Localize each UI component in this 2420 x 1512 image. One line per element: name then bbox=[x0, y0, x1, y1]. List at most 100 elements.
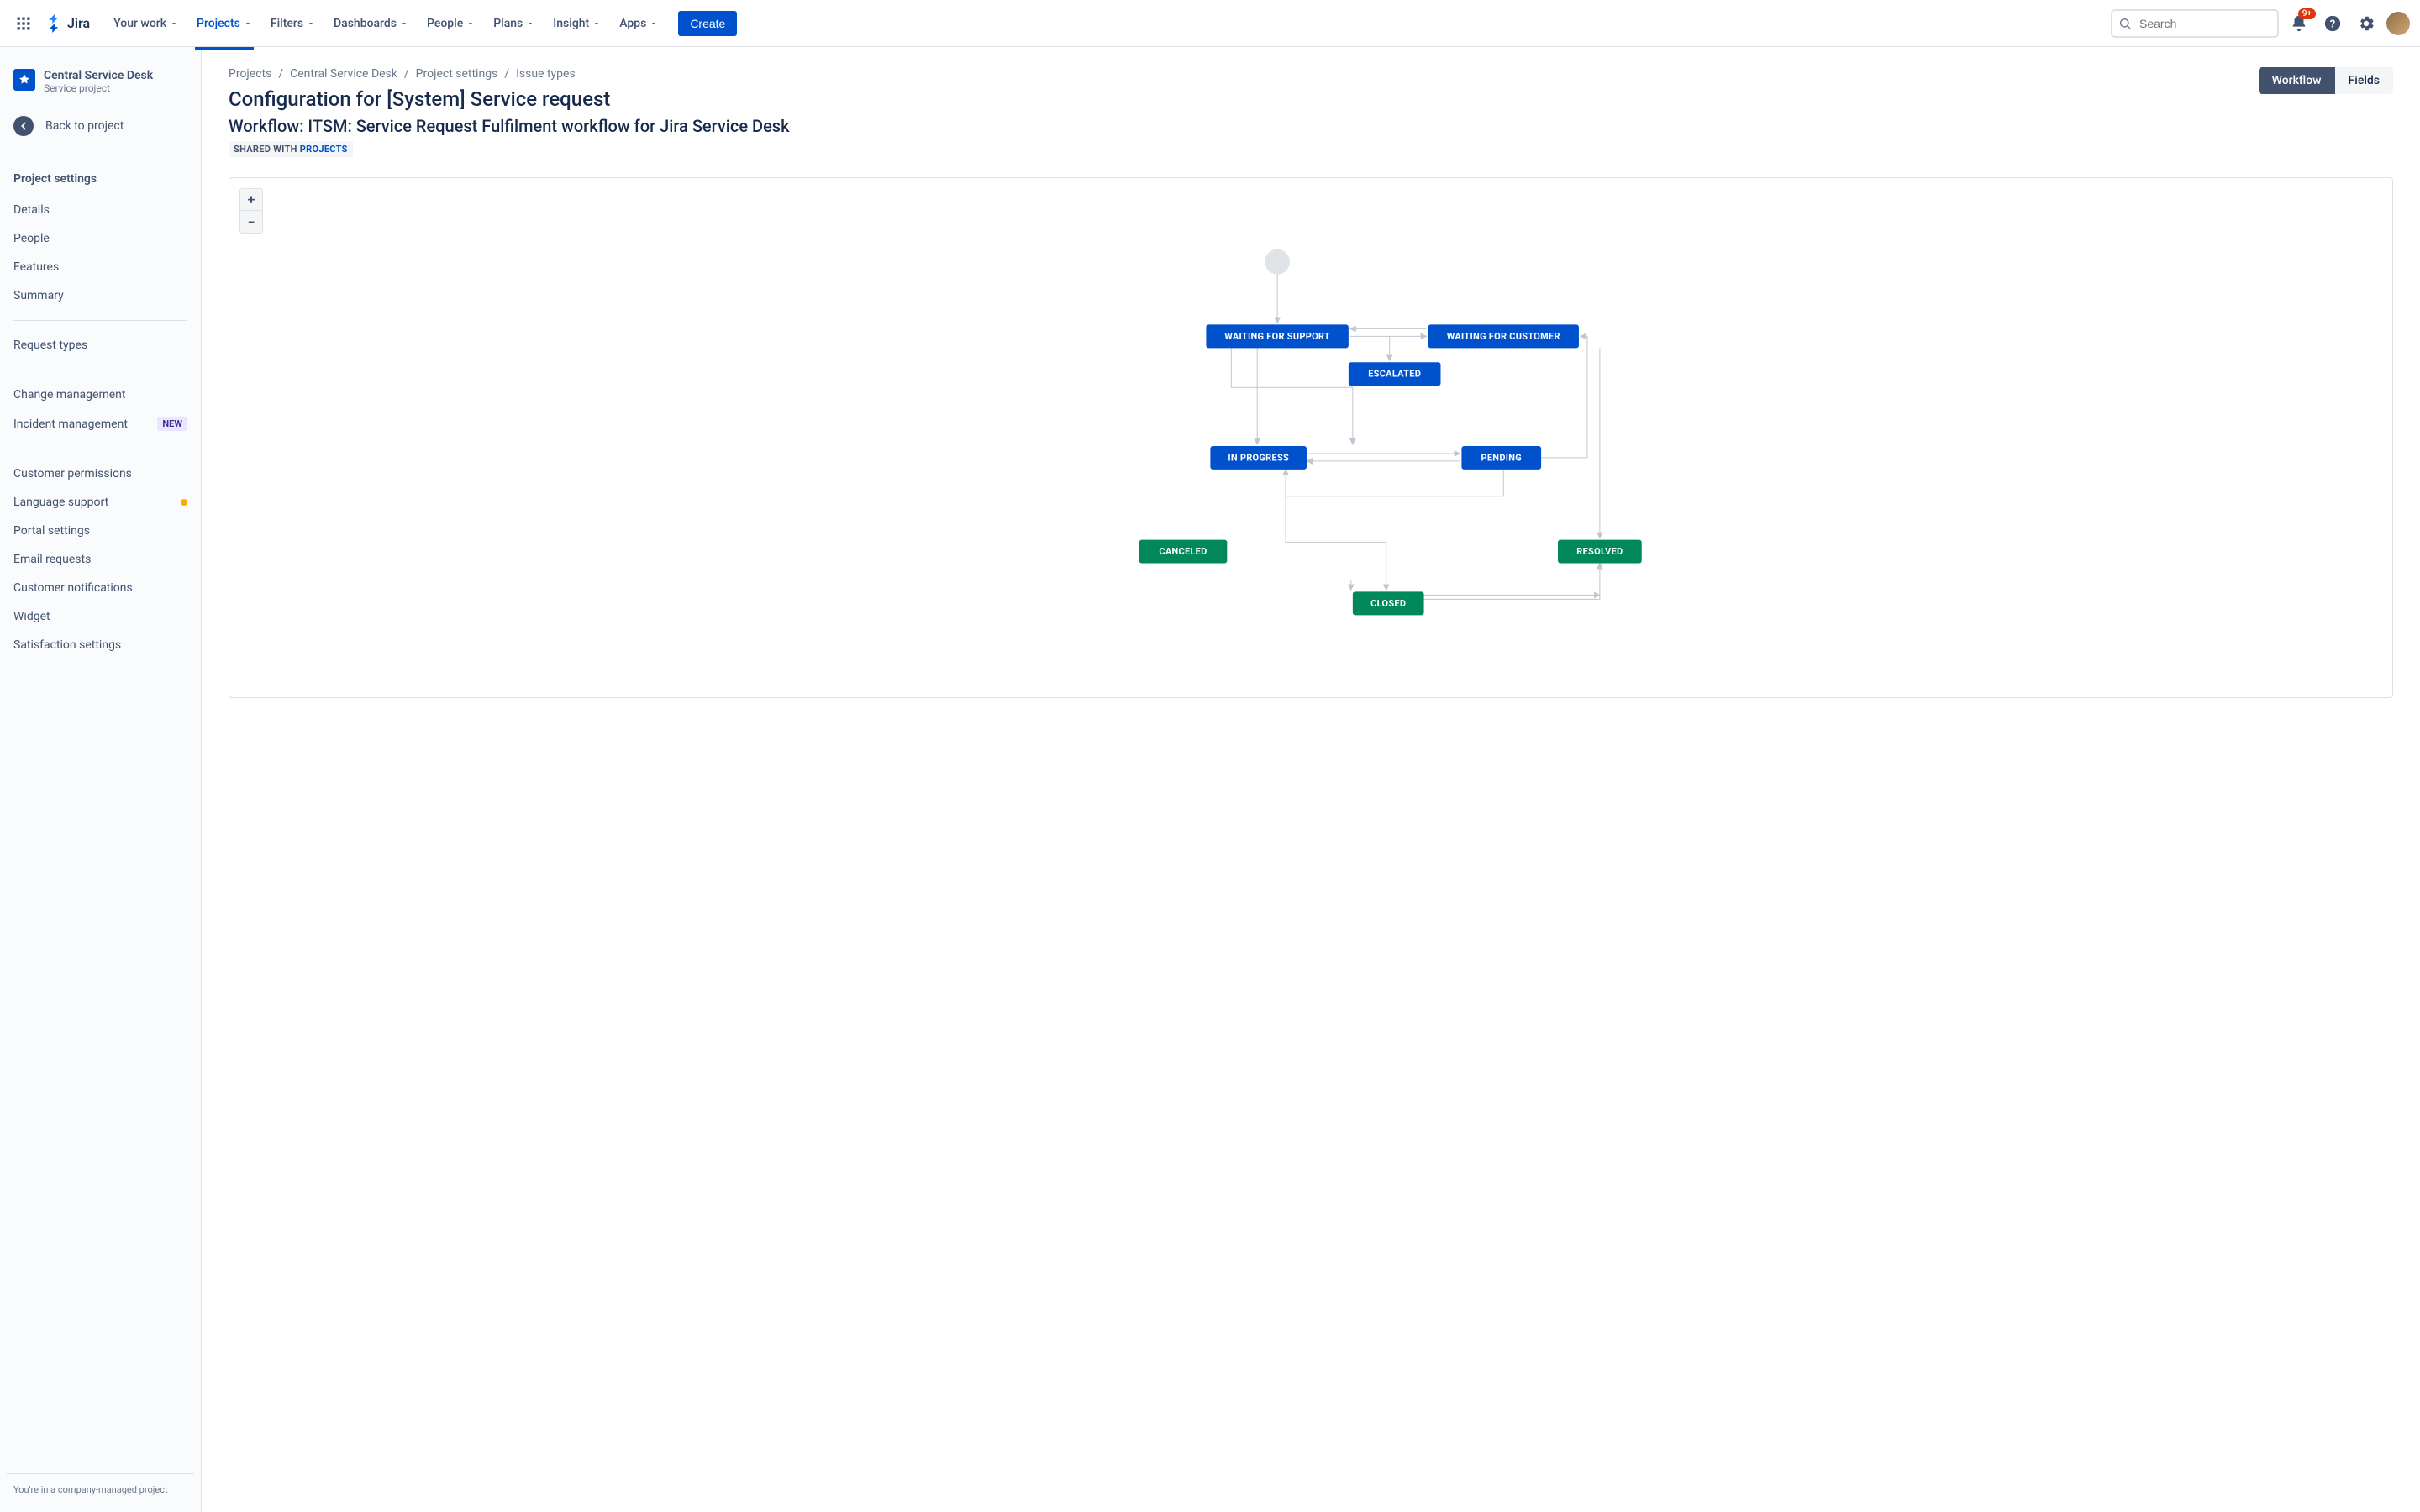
workflow-node-wfs[interactable]: WAITING FOR SUPPORT bbox=[1206, 324, 1348, 348]
workflow-node-inp[interactable]: IN PROGRESS bbox=[1210, 446, 1307, 470]
view-tabs: Workflow Fields bbox=[2259, 67, 2393, 94]
chevron-down-icon bbox=[307, 19, 315, 28]
workflow-edge bbox=[1541, 336, 1587, 458]
project-icon bbox=[13, 69, 35, 91]
new-badge: NEW bbox=[157, 417, 187, 431]
sidebar: Central Service Desk Service project Bac… bbox=[0, 47, 202, 1512]
back-label: Back to project bbox=[45, 119, 124, 133]
gear-icon bbox=[2357, 14, 2375, 33]
workflow-node-clo[interactable]: CLOSED bbox=[1353, 591, 1424, 615]
sidebar-footer: You're in a company-managed project bbox=[7, 1473, 194, 1505]
svg-text:RESOLVED: RESOLVED bbox=[1576, 546, 1623, 557]
workflow-node-can[interactable]: CANCELED bbox=[1139, 540, 1228, 564]
notifications-button[interactable]: 9+ bbox=[2286, 10, 2312, 37]
help-icon: ? bbox=[2323, 14, 2342, 33]
jira-logo-icon bbox=[45, 14, 64, 33]
sidebar-item-summary[interactable]: Summary bbox=[7, 281, 194, 310]
sidebar-item-satisfaction-settings[interactable]: Satisfaction settings bbox=[7, 631, 194, 659]
back-icon bbox=[13, 116, 34, 136]
zoom-in-button[interactable]: + bbox=[240, 189, 262, 211]
svg-text:WAITING FOR CUSTOMER: WAITING FOR CUSTOMER bbox=[1447, 331, 1560, 342]
nav-item-insight[interactable]: Insight bbox=[544, 12, 609, 35]
topbar: Jira Your workProjectsFiltersDashboardsP… bbox=[0, 0, 2420, 47]
sidebar-item-people[interactable]: People bbox=[7, 224, 194, 253]
chevron-down-icon bbox=[170, 19, 178, 28]
app-switcher[interactable] bbox=[10, 10, 37, 37]
sidebar-item-customer-permissions[interactable]: Customer permissions bbox=[7, 459, 194, 488]
shared-projects-link[interactable]: PROJECTS bbox=[300, 144, 348, 155]
zoom-out-button[interactable]: − bbox=[240, 211, 262, 233]
nav-item-projects[interactable]: Projects bbox=[188, 12, 260, 35]
svg-text:CANCELED: CANCELED bbox=[1159, 546, 1207, 557]
sidebar-item-features[interactable]: Features bbox=[7, 253, 194, 281]
jira-logo[interactable]: Jira bbox=[40, 14, 95, 33]
chevron-down-icon bbox=[466, 19, 475, 28]
search-box bbox=[2111, 9, 2279, 38]
workflow-edge bbox=[1286, 470, 1503, 496]
svg-text:?: ? bbox=[2330, 18, 2335, 30]
breadcrumb-project-settings[interactable]: Project settings bbox=[416, 67, 498, 81]
svg-text:PENDING: PENDING bbox=[1481, 452, 1522, 463]
back-to-project[interactable]: Back to project bbox=[7, 108, 194, 144]
workflow-node-esc[interactable]: ESCALATED bbox=[1349, 362, 1441, 386]
page-title: Configuration for [System] Service reque… bbox=[229, 87, 790, 111]
rocket-icon bbox=[18, 73, 31, 87]
nav-item-dashboards[interactable]: Dashboards bbox=[325, 12, 417, 35]
nav-item-apps[interactable]: Apps bbox=[611, 12, 666, 35]
brand-text: Jira bbox=[67, 15, 90, 31]
user-avatar[interactable] bbox=[2386, 12, 2410, 35]
sidebar-item-request-types[interactable]: Request types bbox=[7, 331, 194, 360]
main-header: Projects/Central Service Desk/Project se… bbox=[229, 67, 2393, 157]
nav-item-your-work[interactable]: Your work bbox=[105, 12, 187, 35]
create-button[interactable]: Create bbox=[678, 11, 737, 36]
workflow-edge bbox=[1286, 470, 1386, 591]
svg-text:CLOSED: CLOSED bbox=[1370, 598, 1406, 609]
settings-button[interactable] bbox=[2353, 10, 2380, 37]
nav-item-filters[interactable]: Filters bbox=[262, 12, 324, 35]
zoom-controls: + − bbox=[239, 188, 263, 234]
section-title: Project settings bbox=[7, 165, 194, 196]
workflow-node-pen[interactable]: PENDING bbox=[1461, 446, 1541, 470]
search-icon bbox=[2118, 17, 2132, 30]
sidebar-item-customer-notifications[interactable]: Customer notifications bbox=[7, 574, 194, 602]
primary-nav: Your workProjectsFiltersDashboardsPeople… bbox=[105, 12, 666, 35]
workflow-node-wfc[interactable]: WAITING FOR CUSTOMER bbox=[1428, 324, 1579, 348]
sidebar-item-portal-settings[interactable]: Portal settings bbox=[7, 517, 194, 545]
divider bbox=[13, 320, 187, 321]
project-type: Service project bbox=[44, 82, 153, 94]
sidebar-item-email-requests[interactable]: Email requests bbox=[7, 545, 194, 574]
nav-item-plans[interactable]: Plans bbox=[485, 12, 543, 35]
svg-text:IN PROGRESS: IN PROGRESS bbox=[1228, 452, 1289, 463]
breadcrumb-projects[interactable]: Projects bbox=[229, 67, 271, 81]
sidebar-item-incident-management[interactable]: Incident management NEW bbox=[7, 409, 194, 438]
workflow-canvas: + − WAITING FOR SUPPORT WAITING FOR CUSTO… bbox=[229, 177, 2393, 698]
workflow-title: Workflow: ITSM: Service Request Fulfilme… bbox=[229, 116, 790, 136]
chevron-down-icon bbox=[400, 19, 408, 28]
tab-workflow[interactable]: Workflow bbox=[2259, 67, 2335, 94]
workflow-start-node[interactable] bbox=[1265, 249, 1290, 275]
chevron-down-icon bbox=[526, 19, 534, 28]
help-button[interactable]: ? bbox=[2319, 10, 2346, 37]
workflow-edge bbox=[1231, 348, 1353, 444]
workflow-diagram[interactable]: WAITING FOR SUPPORT WAITING FOR CUSTOMER E… bbox=[229, 178, 2392, 697]
sidebar-item-widget[interactable]: Widget bbox=[7, 602, 194, 631]
project-name: Central Service Desk bbox=[44, 69, 153, 82]
svg-text:WAITING FOR SUPPORT: WAITING FOR SUPPORT bbox=[1224, 331, 1330, 342]
workflow-edge bbox=[1424, 564, 1600, 600]
main-content: Projects/Central Service Desk/Project se… bbox=[202, 47, 2420, 1512]
grid-icon bbox=[15, 15, 32, 32]
sidebar-item-language-support[interactable]: Language support bbox=[7, 488, 194, 517]
nav-item-people[interactable]: People bbox=[418, 12, 483, 35]
notification-badge: 9+ bbox=[2298, 8, 2316, 19]
chevron-down-icon bbox=[244, 19, 252, 28]
workflow-node-res[interactable]: RESOLVED bbox=[1558, 540, 1642, 564]
shared-badge: SHARED WITH PROJECTS bbox=[229, 141, 353, 157]
layout: Central Service Desk Service project Bac… bbox=[0, 47, 2420, 1512]
sidebar-item-details[interactable]: Details bbox=[7, 196, 194, 224]
sidebar-item-change-management[interactable]: Change management bbox=[7, 381, 194, 409]
breadcrumb-central-service-desk[interactable]: Central Service Desk bbox=[290, 67, 397, 81]
search-input[interactable] bbox=[2111, 9, 2279, 38]
tab-fields[interactable]: Fields bbox=[2335, 67, 2393, 94]
breadcrumb-issue-types[interactable]: Issue types bbox=[516, 67, 576, 81]
chevron-down-icon bbox=[592, 19, 601, 28]
